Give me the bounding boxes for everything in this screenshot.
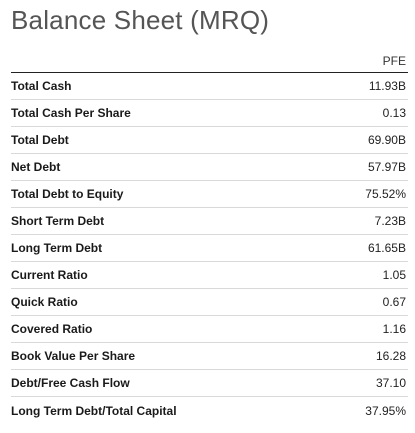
row-label: Long Term Debt/Total Capital <box>11 403 177 418</box>
table-row: Quick Ratio 0.67 <box>11 289 408 316</box>
row-value: 37.95% <box>365 403 406 418</box>
row-value: 37.10 <box>375 376 406 390</box>
row-label: Covered Ratio <box>11 322 93 336</box>
row-label: Debt/Free Cash Flow <box>11 376 130 390</box>
row-value: 0.67 <box>382 295 406 309</box>
row-value: 11.93B <box>368 79 406 93</box>
table-row: Current Ratio 1.05 <box>11 262 408 289</box>
column-header-ticker: PFE <box>382 53 406 68</box>
table-row: Total Cash Per Share 0.13 <box>11 100 408 127</box>
row-label: Total Cash <box>11 79 72 93</box>
table-header-row: PFE <box>11 49 408 73</box>
row-label: Current Ratio <box>11 268 88 282</box>
table-row: Long Term Debt 61.65B <box>11 235 408 262</box>
page-title: Balance Sheet (MRQ) <box>11 5 270 35</box>
table-row: Short Term Debt 7.23B <box>11 208 408 235</box>
table-row: Long Term Debt/Total Capital 37.95% <box>11 397 408 424</box>
row-label: Net Debt <box>11 160 61 174</box>
row-value: 1.16 <box>382 322 406 336</box>
row-value: 7.23B <box>374 214 406 228</box>
row-label: Short Term Debt <box>11 214 105 228</box>
row-label: Book Value Per Share <box>11 349 136 363</box>
row-label: Long Term Debt <box>11 241 103 255</box>
table-row: Total Cash 11.93B <box>11 73 408 100</box>
table-row: Book Value Per Share 16.28 <box>11 343 408 370</box>
table-row: Total Debt 69.90B <box>11 127 408 154</box>
row-value: 69.90B <box>367 133 406 147</box>
table-row: Debt/Free Cash Flow 37.10 <box>11 370 408 397</box>
row-value: 1.05 <box>382 268 406 282</box>
row-label: Total Cash Per Share <box>11 106 131 120</box>
table-row: Net Debt 57.97B <box>11 154 408 181</box>
row-value: 61.65B <box>367 241 406 255</box>
table-row: Covered Ratio 1.16 <box>11 316 408 343</box>
row-label: Total Debt <box>11 133 69 147</box>
row-value: 0.13 <box>382 106 406 120</box>
row-label: Quick Ratio <box>11 295 78 309</box>
table-row: Total Debt to Equity 75.52% <box>11 181 408 208</box>
row-value: 57.97B <box>367 160 406 174</box>
row-label: Total Debt to Equity <box>11 187 124 201</box>
row-value: 16.28 <box>375 349 406 363</box>
row-value: 75.52% <box>365 187 406 201</box>
balance-sheet-table: PFE Total Cash 11.93B Total Cash Per Sha… <box>11 49 408 424</box>
